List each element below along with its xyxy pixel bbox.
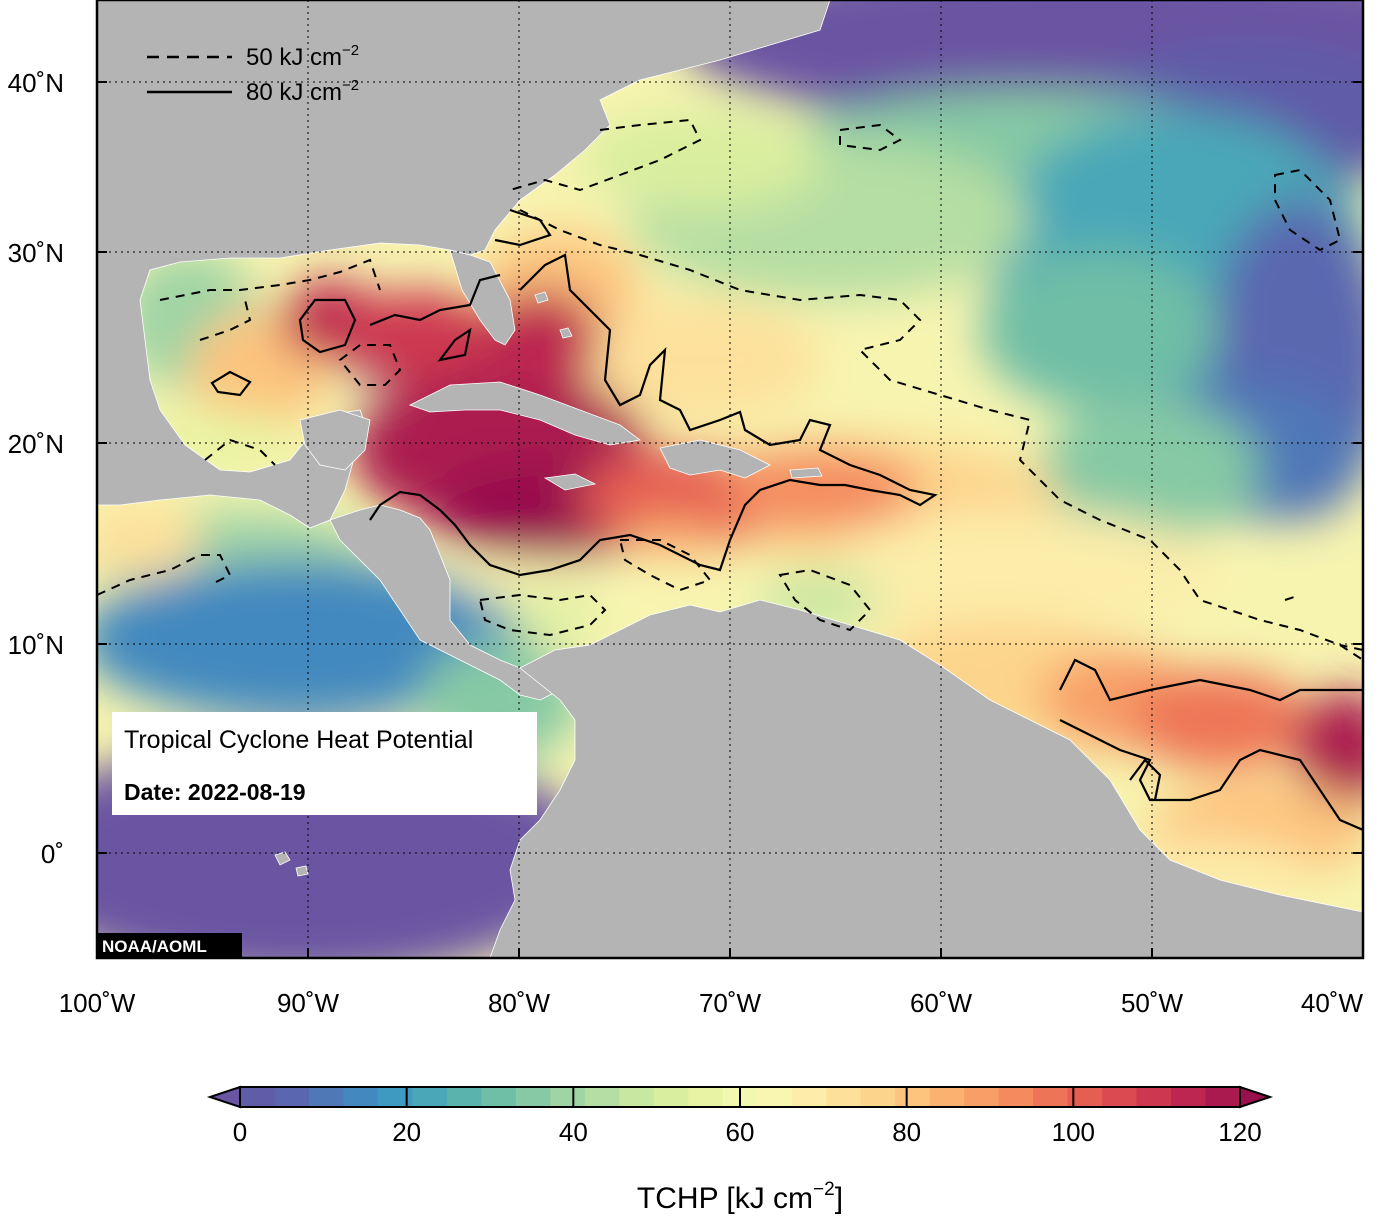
colorbar-cell	[998, 1087, 1034, 1107]
colorbar-cell	[274, 1087, 310, 1107]
credit-badge: NOAA/AOML	[97, 933, 242, 958]
colorbar-cell	[1033, 1087, 1069, 1107]
colorbar-tick-label: 100	[1052, 1117, 1095, 1147]
colorbar-cell	[757, 1087, 793, 1107]
lon-label: 40˚W	[1301, 988, 1364, 1018]
longitude-labels: 100˚W 90˚W 80˚W 70˚W 60˚W 50˚W 40˚W	[59, 988, 1364, 1018]
colorbar-cells	[240, 1087, 1241, 1107]
lat-label: 30˚N	[8, 238, 64, 268]
lat-label: 0˚	[41, 839, 64, 869]
colorbar-label: TCHP [kJ cm−2]	[637, 1179, 843, 1215]
colorbar-cell	[343, 1087, 379, 1107]
colorbar-cell	[446, 1087, 482, 1107]
colorbar-cell	[619, 1087, 655, 1107]
colorbar-low-arrow	[206, 1085, 241, 1109]
colorbar-tick-label: 20	[392, 1117, 421, 1147]
lat-label: 20˚N	[8, 429, 64, 459]
colorbar-cell	[1136, 1087, 1172, 1107]
colorbar-cell	[515, 1087, 551, 1107]
lon-label: 60˚W	[910, 988, 973, 1018]
lon-label: 50˚W	[1121, 988, 1184, 1018]
colorbar-tick-label: 60	[726, 1117, 755, 1147]
legend-dashed-label: 50 kJ cm−2	[246, 42, 359, 71]
colorbar-cell	[412, 1087, 448, 1107]
latitude-labels: 40˚N 30˚N 20˚N 10˚N 0˚	[8, 68, 64, 869]
credit-text: NOAA/AOML	[102, 937, 207, 956]
colorbar-tick-label: 40	[559, 1117, 588, 1147]
contour-50	[97, 118, 1363, 661]
colorbar: 0 20 40 60 80 100 120 TCHP [kJ cm−2]	[206, 1085, 1274, 1215]
colorbar-cell	[584, 1087, 620, 1107]
colorbar-cell	[1171, 1087, 1207, 1107]
map-ticks	[97, 81, 1363, 958]
colorbar-cell	[826, 1087, 862, 1107]
info-title: Tropical Cyclone Heat Potential	[124, 726, 473, 754]
colorbar-tick-label: 120	[1218, 1117, 1261, 1147]
lon-label: 70˚W	[699, 988, 762, 1018]
colorbar-cell	[1067, 1087, 1103, 1107]
land-masses	[97, 0, 1363, 958]
legend-solid-label: 80 kJ cm−2	[246, 77, 359, 106]
map-area	[97, 0, 1363, 958]
colorbar-high-arrow	[1239, 1085, 1274, 1109]
lon-label: 100˚W	[59, 988, 136, 1018]
lat-label: 40˚N	[8, 68, 64, 98]
colorbar-cell	[964, 1087, 1000, 1107]
colorbar-cell	[308, 1087, 344, 1107]
lon-label: 80˚W	[488, 988, 551, 1018]
colorbar-ticks: 0 20 40 60 80 100 120	[233, 1087, 1262, 1147]
colorbar-cell	[1205, 1087, 1241, 1107]
colorbar-cell	[240, 1087, 275, 1107]
contour-80	[210, 208, 1363, 832]
colorbar-cell	[895, 1087, 931, 1107]
lat-label: 10˚N	[8, 630, 64, 660]
colorbar-tick-label: 0	[233, 1117, 247, 1147]
colorbar-cell	[860, 1087, 896, 1107]
colorbar-cell	[550, 1087, 586, 1107]
colorbar-tick-label: 80	[892, 1117, 921, 1147]
lon-label: 90˚W	[277, 988, 340, 1018]
contour-legend: 50 kJ cm−2 80 kJ cm−2	[147, 42, 359, 106]
colorbar-cell	[929, 1087, 965, 1107]
colorbar-cell	[688, 1087, 724, 1107]
info-box: Tropical Cyclone Heat Potential Date: 20…	[112, 712, 537, 815]
colorbar-cell	[1102, 1087, 1138, 1107]
colorbar-cell	[377, 1087, 413, 1107]
colorbar-cell	[791, 1087, 827, 1107]
colorbar-cell	[481, 1087, 517, 1107]
colorbar-cell	[653, 1087, 689, 1107]
info-date: Date: 2022-08-19	[124, 779, 306, 805]
